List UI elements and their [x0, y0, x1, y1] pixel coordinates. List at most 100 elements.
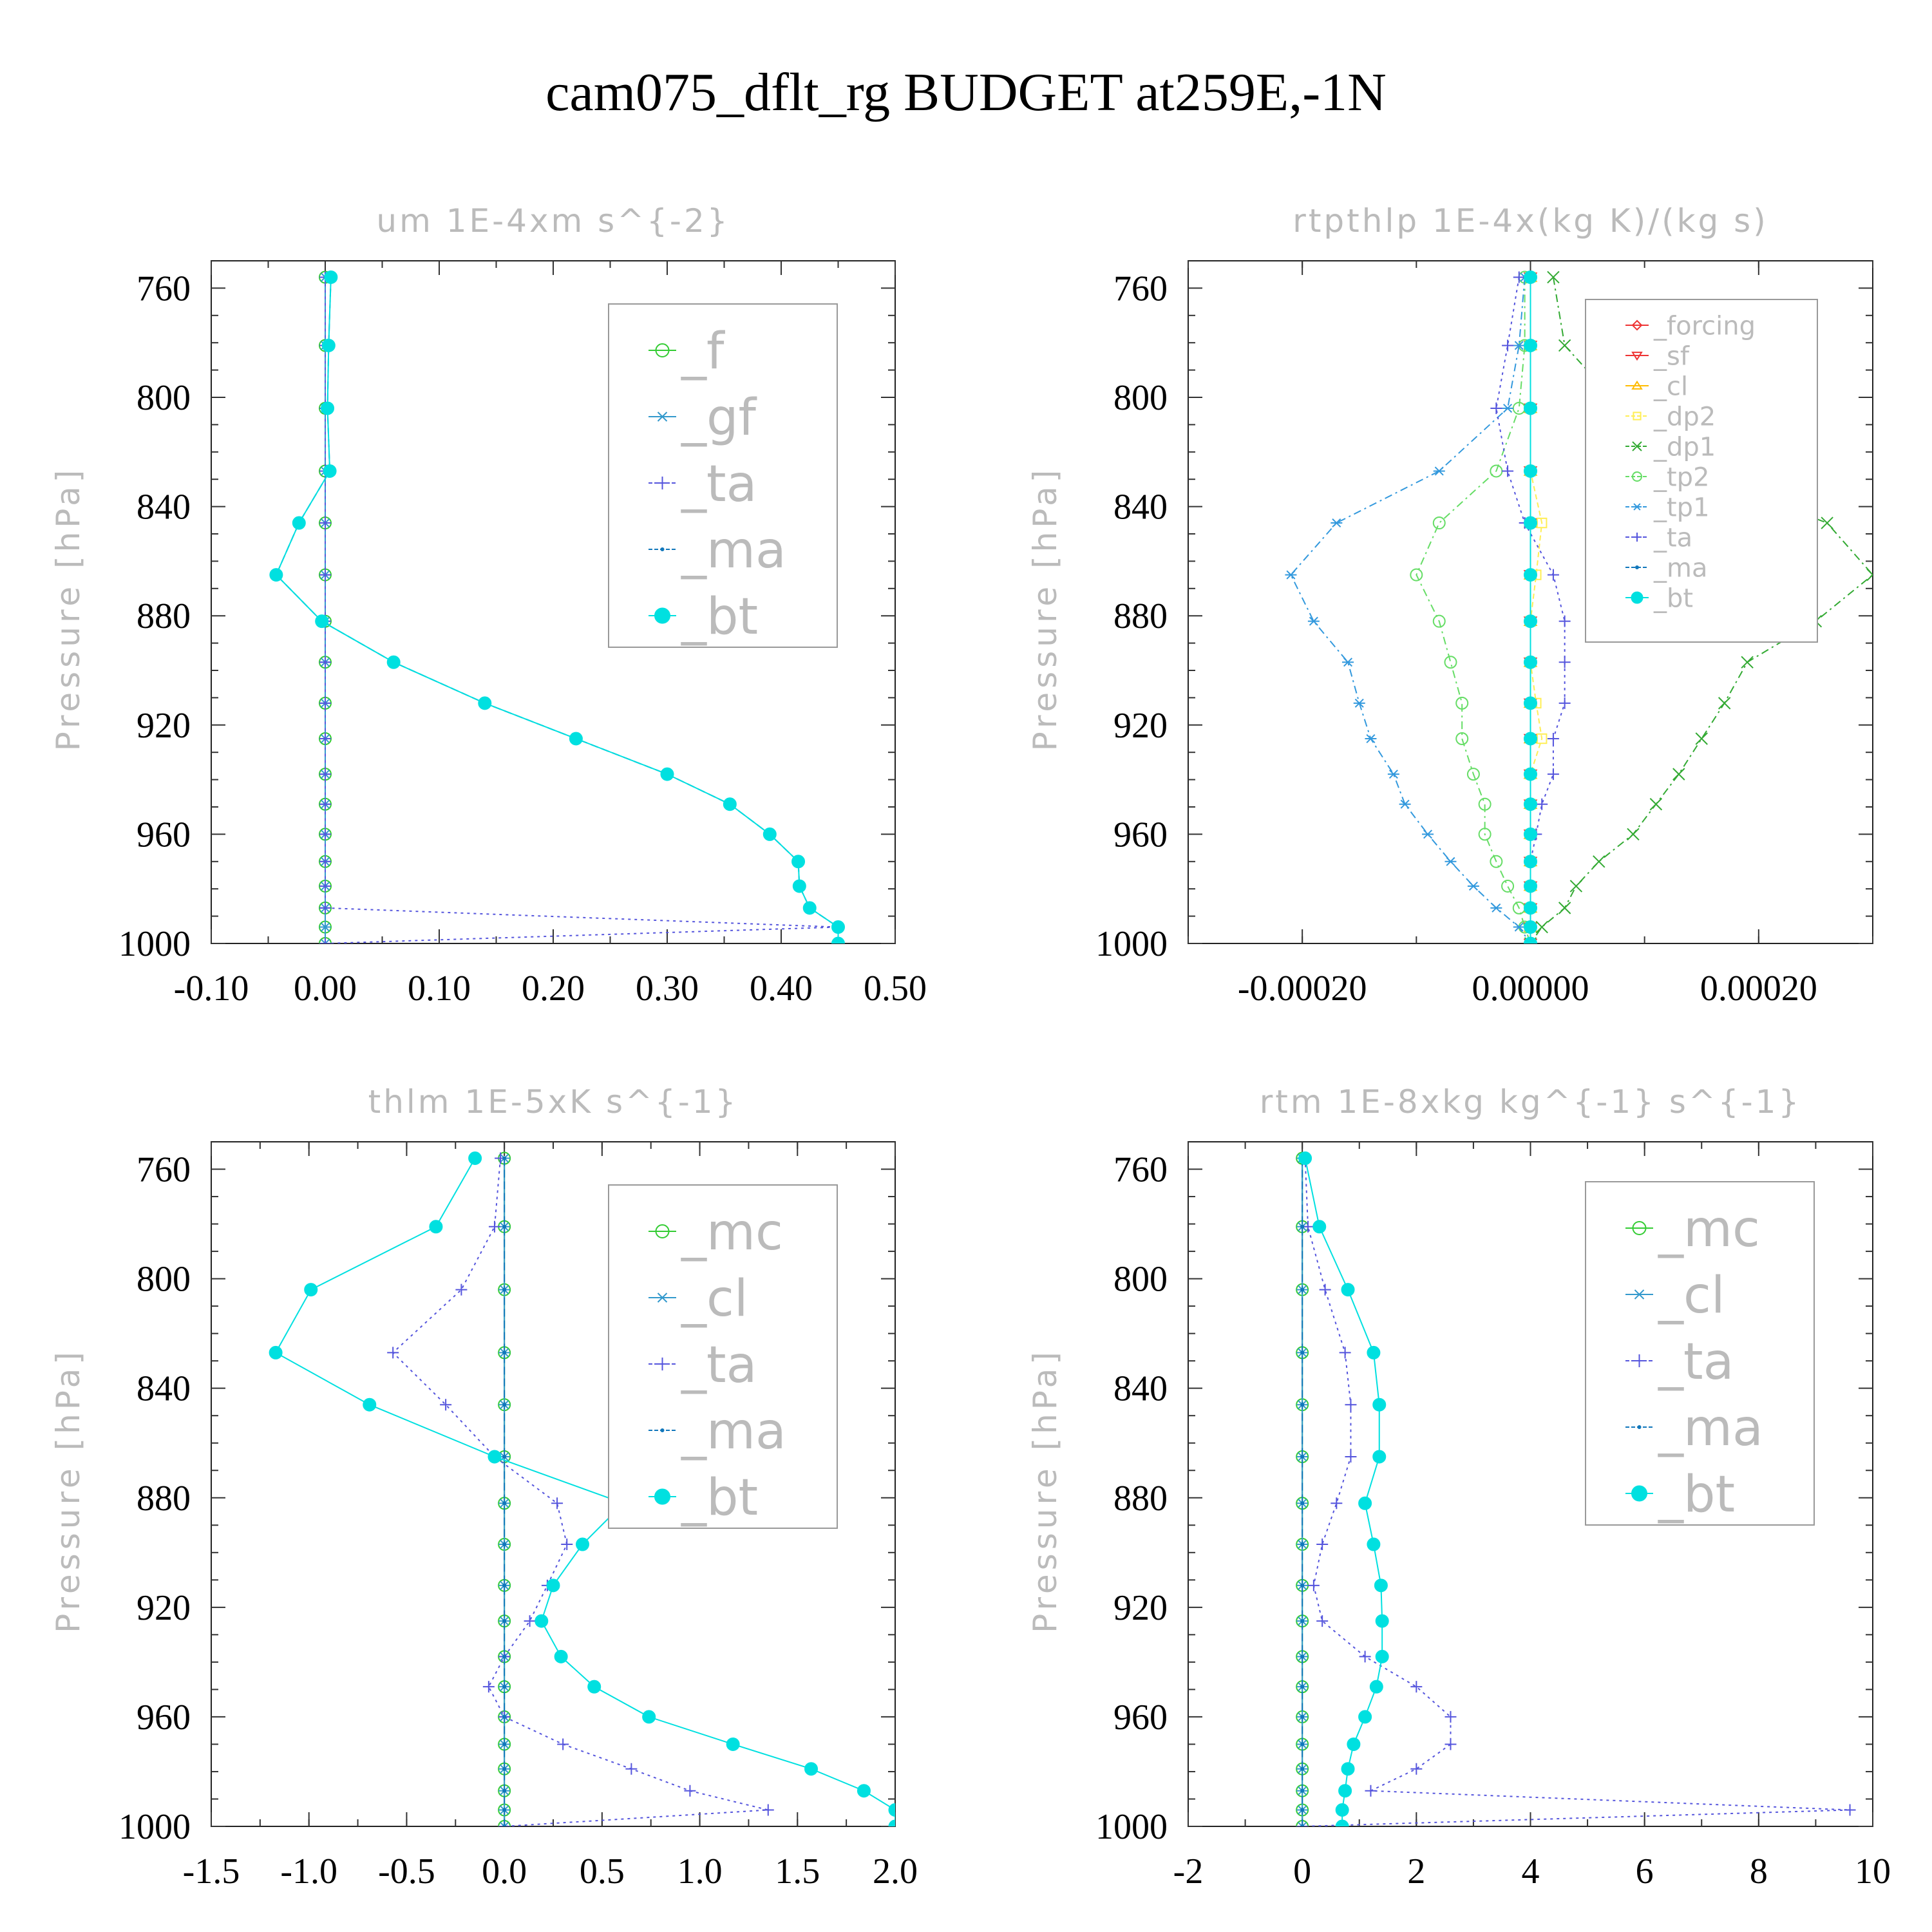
- data-point: [660, 767, 674, 781]
- legend-box: [1585, 299, 1818, 643]
- legend-label: _ta: [1658, 1333, 1734, 1391]
- data-point: [387, 1347, 399, 1359]
- data-point: [292, 516, 306, 530]
- data-point: [1300, 1824, 1305, 1826]
- legend-marker: [655, 1224, 670, 1238]
- y-tick-label: 800: [137, 1260, 191, 1300]
- data-point: [319, 517, 331, 529]
- data-point: [502, 1350, 507, 1355]
- panel-title: rtpthlp 1E-4x(kg K)/(kg s): [1293, 202, 1768, 240]
- y-axis-label: Pressure [hPa]: [50, 466, 87, 752]
- data-point: [1432, 614, 1446, 628]
- data-point: [502, 1824, 507, 1826]
- data-point: [1478, 828, 1492, 841]
- legend-marker: [656, 1358, 669, 1370]
- x-tick-label: 2.0: [873, 1852, 918, 1891]
- data-point: [269, 568, 283, 582]
- data-point: [1524, 797, 1537, 811]
- x-tick-label: 0: [1293, 1852, 1311, 1891]
- data-point: [1300, 1350, 1305, 1355]
- data-point: [319, 828, 331, 840]
- data-point: [488, 1450, 502, 1464]
- data-point: [1285, 570, 1297, 580]
- data-point: [557, 1738, 569, 1750]
- data-point: [1558, 697, 1571, 709]
- data-point: [1524, 516, 1537, 530]
- data-point: [502, 1224, 507, 1229]
- data-point: [1547, 768, 1559, 781]
- data-point: [1300, 1619, 1305, 1624]
- data-point: [1444, 656, 1457, 669]
- data-point: [1300, 1766, 1305, 1771]
- data-point: [535, 1614, 549, 1628]
- data-point: [319, 569, 331, 581]
- data-point: [1358, 1710, 1372, 1724]
- data-point: [1466, 768, 1480, 781]
- panel-title: rtm 1E-8xkg kg^{-1} s^{-1}: [1260, 1083, 1802, 1121]
- data-point: [1627, 828, 1640, 841]
- data-point: [888, 1803, 895, 1817]
- legend-marker: [656, 477, 669, 489]
- data-point: [502, 1766, 507, 1771]
- legend-marker: [1632, 1221, 1647, 1235]
- data-point: [1524, 696, 1537, 710]
- data-point: [1821, 516, 1833, 529]
- y-tick-label: 1000: [118, 1807, 191, 1847]
- y-tick-label: 960: [137, 815, 191, 855]
- data-point: [1558, 902, 1571, 914]
- data-point: [502, 1808, 507, 1812]
- y-tick-label: 960: [1113, 1698, 1168, 1738]
- data-point: [1524, 270, 1537, 284]
- data-point: [1558, 339, 1571, 352]
- y-tick-label: 840: [1113, 488, 1168, 527]
- legend-marker: [660, 547, 665, 551]
- legend-marker: [1633, 503, 1642, 511]
- data-point: [1410, 568, 1423, 582]
- data-point: [1358, 1496, 1372, 1510]
- chart-panel-1: um 1E-4xm s^{-2} Pressure [hPa] 760 800 840 8…: [50, 202, 927, 1009]
- data-point: [684, 1785, 696, 1797]
- legend-label: _bt: [1653, 583, 1693, 613]
- x-tick-label: 1.5: [775, 1852, 820, 1891]
- data-point: [1444, 1710, 1457, 1723]
- legend-marker: [1632, 471, 1642, 482]
- data-point: [319, 733, 331, 744]
- legend-marker: [1633, 533, 1642, 542]
- x-tick-label: 0.00: [294, 969, 357, 1009]
- data-point: [1367, 1537, 1381, 1551]
- data-point: [1300, 1685, 1305, 1689]
- series-line: [274, 1158, 895, 1826]
- data-point: [1300, 1654, 1305, 1659]
- legend-label: _ma: [681, 1403, 786, 1461]
- x-tick-label: 8: [1750, 1852, 1768, 1891]
- data-point: [1524, 655, 1537, 669]
- legend-marker: [1632, 441, 1642, 451]
- data-point: [502, 1619, 507, 1624]
- legend-marker: [660, 1428, 665, 1432]
- data-point: [1455, 696, 1469, 710]
- legend-label: _sf: [1653, 341, 1690, 371]
- data-point: [502, 1742, 507, 1747]
- data-point: [269, 1345, 283, 1359]
- x-tick-label: -0.10: [174, 969, 249, 1009]
- data-point: [1335, 1819, 1349, 1826]
- legend-marker: [1631, 319, 1643, 331]
- data-point: [561, 1539, 573, 1551]
- data-point: [1866, 568, 1873, 582]
- data-point: [1365, 1785, 1377, 1797]
- y-tick-label: 960: [137, 1698, 191, 1738]
- data-point: [1537, 733, 1548, 744]
- data-point: [1410, 1681, 1423, 1693]
- data-point: [319, 902, 331, 914]
- y-tick-label: 760: [1113, 269, 1168, 308]
- data-point: [802, 901, 817, 915]
- panel-title: um 1E-4xm s^{-2}: [376, 202, 730, 240]
- data-point: [792, 879, 806, 893]
- x-tick-label: 10: [1855, 1852, 1891, 1891]
- data-point: [319, 697, 331, 709]
- x-tick-label: -1.5: [183, 1852, 240, 1891]
- data-point: [1467, 881, 1479, 891]
- y-tick-label: 920: [1113, 1588, 1168, 1628]
- data-point: [1300, 1501, 1305, 1506]
- x-tick-label: 0.30: [636, 969, 699, 1009]
